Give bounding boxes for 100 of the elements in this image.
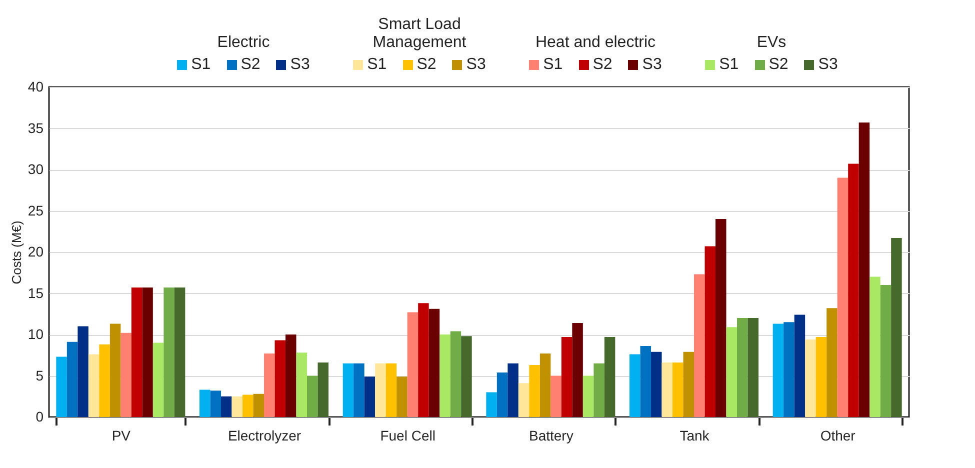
bar (572, 322, 583, 417)
bar (880, 285, 892, 417)
bar (110, 324, 121, 417)
bar (716, 219, 726, 417)
bar (307, 376, 318, 417)
legend-label: S3 (818, 56, 838, 74)
legend-label: S2 (592, 56, 612, 74)
y-tick-label: 30 (28, 161, 44, 177)
legend-label: S1 (367, 56, 387, 74)
y-tick-label: 40 (28, 78, 44, 94)
y-tick-label: 5 (36, 367, 44, 384)
legend-label: S2 (416, 56, 436, 74)
bar (78, 326, 88, 417)
bar (354, 363, 364, 417)
bar (550, 376, 562, 417)
bar (120, 332, 132, 417)
bar (784, 322, 794, 417)
bar (418, 303, 429, 417)
bar (496, 372, 508, 417)
bar (826, 308, 838, 417)
legend-label: S1 (191, 56, 211, 74)
bar (66, 342, 78, 417)
bar (450, 331, 462, 417)
bar (594, 363, 604, 417)
bar (508, 363, 518, 417)
bar (386, 363, 397, 417)
text: Electric (216, 34, 271, 52)
bar (232, 396, 242, 417)
bar (296, 352, 307, 417)
bar (486, 392, 497, 417)
bar (253, 394, 264, 417)
bar (99, 344, 110, 417)
bar (651, 352, 662, 417)
y-tick-label: 25 (28, 202, 44, 218)
bar (318, 362, 328, 417)
legend-label: S2 (240, 56, 260, 74)
legend-label: S3 (642, 56, 662, 74)
bar (88, 354, 100, 417)
bar (726, 327, 737, 417)
y-tick-label: 10 (28, 326, 44, 342)
bar (461, 336, 472, 417)
bar (221, 396, 232, 417)
bar (286, 334, 296, 417)
legend-label: S3 (466, 56, 486, 74)
bar (164, 287, 174, 417)
y-tick-label: 35 (28, 120, 44, 136)
bar (683, 352, 694, 417)
bar (694, 274, 705, 417)
bar (242, 394, 254, 417)
x-tick-label: Tank (680, 428, 710, 444)
bar (152, 342, 164, 417)
bar (891, 238, 902, 417)
bar (794, 314, 806, 417)
text: Heat and electric (534, 34, 657, 52)
bar (704, 246, 716, 417)
bar (858, 122, 870, 417)
bar (837, 178, 848, 417)
x-tick-label: PV (112, 428, 132, 444)
bar (518, 383, 530, 417)
bar (210, 390, 221, 417)
bar (142, 287, 153, 417)
bar (407, 312, 418, 417)
y-tick-label: 20 (28, 244, 44, 260)
bar (440, 334, 450, 417)
bar (848, 164, 859, 417)
bar (662, 362, 672, 417)
bar (870, 276, 880, 417)
bar (428, 308, 440, 417)
bar (264, 353, 275, 417)
x-tick-label: Other (820, 428, 856, 444)
bar (561, 336, 572, 417)
bar (640, 346, 651, 417)
bar (748, 318, 758, 417)
text: EVs (756, 34, 788, 52)
y-axis-title: Costs (M€) (8, 220, 24, 284)
bar (772, 324, 784, 417)
bar (529, 365, 540, 417)
legend-label: S1 (719, 56, 739, 74)
bar (604, 336, 616, 417)
text: Smart Load Management (372, 16, 468, 52)
bar (56, 356, 67, 417)
y-tick-label: 0 (36, 408, 44, 424)
legend-label: S3 (290, 56, 310, 74)
bar (672, 362, 684, 417)
bar (582, 376, 594, 417)
x-tick-label: Battery (528, 428, 574, 444)
legend-label: S2 (768, 56, 788, 74)
x-tick-label: Electrolyzer (228, 428, 302, 444)
bar (816, 336, 827, 417)
legend-label: S1 (543, 56, 563, 74)
x-tick-label: Fuel Cell (380, 428, 436, 444)
bar (364, 376, 376, 417)
bar (375, 363, 386, 417)
bar (396, 376, 408, 417)
bar (274, 340, 286, 417)
bar (131, 287, 142, 417)
bar (200, 390, 210, 417)
bar (342, 363, 354, 417)
y-tick-label: 15 (28, 284, 44, 301)
bar (737, 318, 748, 417)
